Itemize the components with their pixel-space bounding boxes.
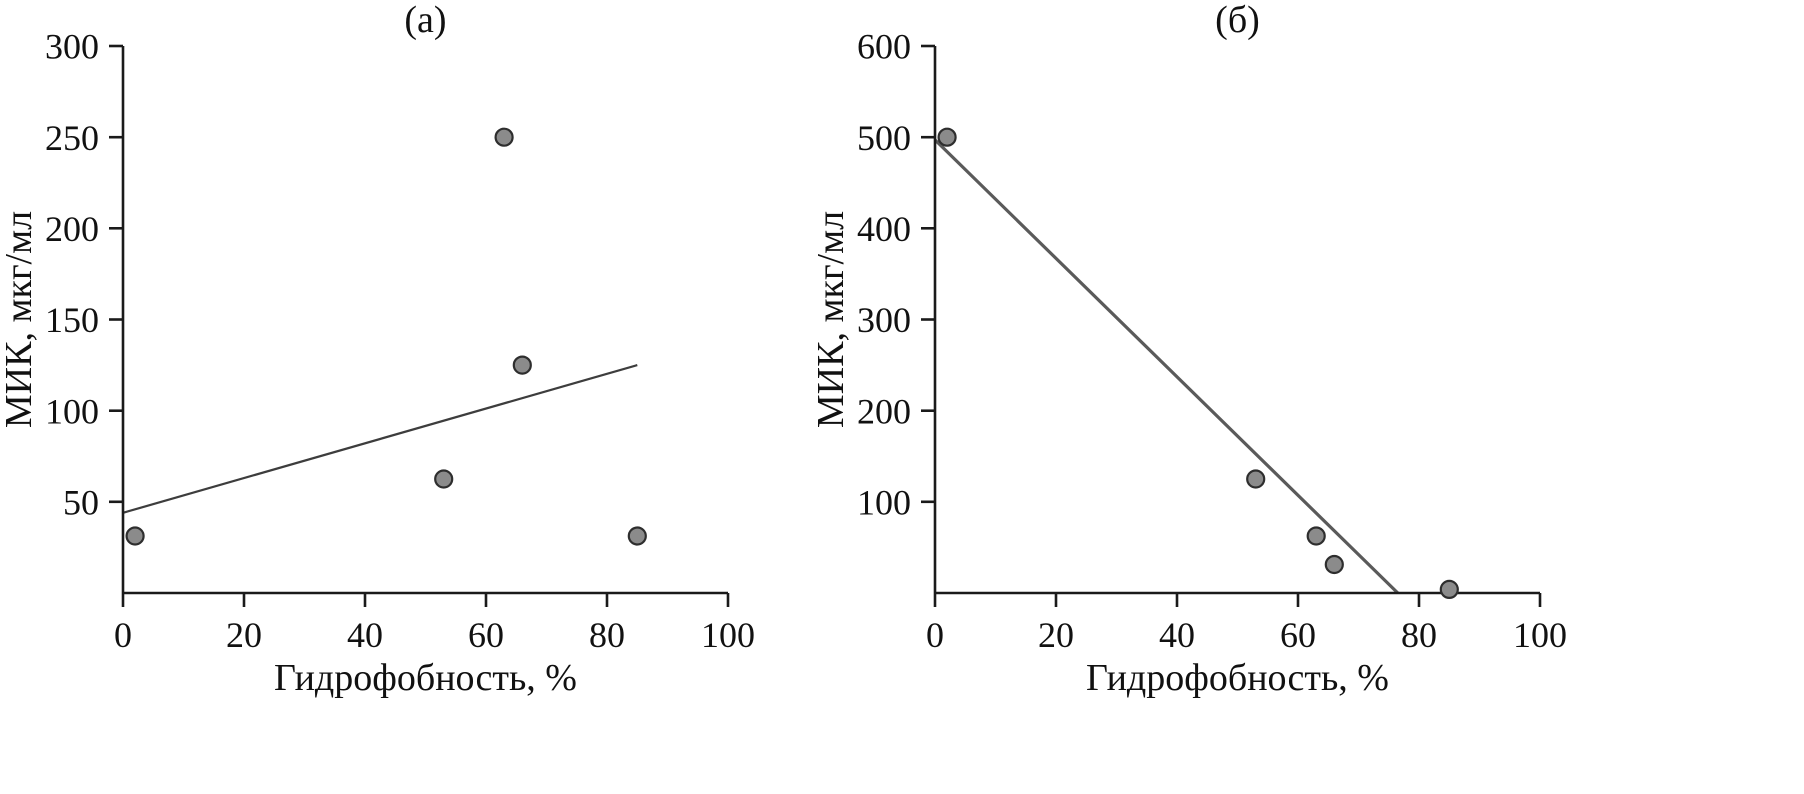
scatter-panel-1: 100 200 300 400 500 600 0 20 40 60 80 100 (б) МИК, мк… [810,0,1567,699]
x-tick-label: 80 [1401,615,1437,655]
y-tick-label: 500 [857,118,911,158]
y-tick-label: 200 [857,391,911,431]
x-tick-label: 80 [589,615,625,655]
y-tick-label: 150 [45,300,99,340]
y-tick-label: 250 [45,118,99,158]
x-tick-label: 40 [347,615,383,655]
x-tick-label: 20 [226,615,262,655]
panel-title: (а) [404,0,446,41]
data-points [937,127,1459,600]
panel-title: (б) [1215,0,1260,41]
data-point [627,526,647,546]
x-tick-label: 60 [468,615,504,655]
scatter-panel-0: 50 100 150 200 250 300 0 20 40 60 80 100 (а) МИК, мкг… [0,0,755,699]
y-axis-label: МИК, мкг/мл [0,211,40,428]
trendline [122,364,638,514]
y-tick-label: 300 [857,300,911,340]
data-point [1439,579,1459,600]
y-tick-label: 200 [45,209,99,249]
data-point [1306,526,1326,546]
y-tick-label: 100 [857,482,911,522]
y-axis-label: МИК, мкг/мл [810,211,852,428]
x-axis-label: Гидрофобность, % [1086,657,1389,699]
x-tick-label: 20 [1038,615,1074,655]
x-tick-label: 40 [1159,615,1195,655]
data-point [434,469,454,489]
data-points [125,127,647,546]
x-tick-label: 0 [926,615,944,655]
x-tick-label: 100 [1513,615,1567,655]
data-point [1324,554,1344,575]
y-tick-label: 600 [857,27,911,67]
data-point [512,355,532,375]
x-tick-label: 60 [1280,615,1316,655]
y-tick-label: 300 [45,27,99,67]
data-point [494,127,514,147]
data-point [1246,469,1266,489]
x-tick-label: 0 [114,615,132,655]
x-axis-label: Гидрофобность, % [274,657,577,699]
data-point [937,127,957,147]
y-tick-label: 50 [63,482,99,522]
data-point [125,526,145,546]
trendline [933,138,1399,595]
y-tick-label: 100 [45,391,99,431]
y-tick-label: 400 [857,209,911,249]
x-tick-label: 100 [701,615,755,655]
